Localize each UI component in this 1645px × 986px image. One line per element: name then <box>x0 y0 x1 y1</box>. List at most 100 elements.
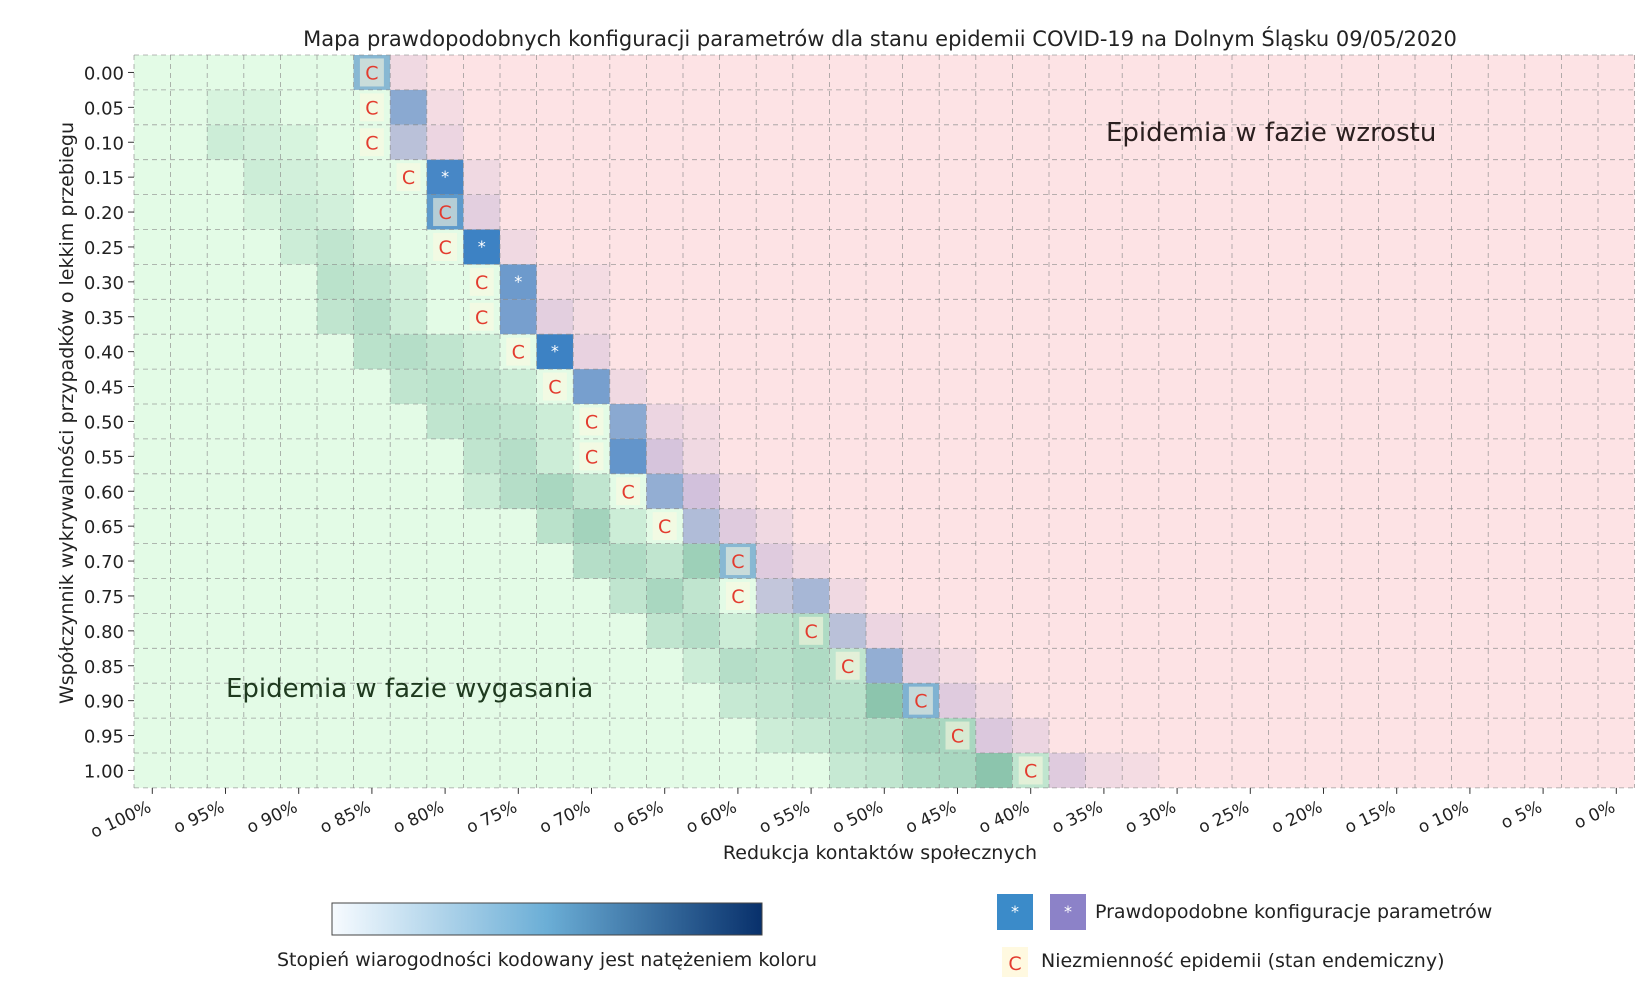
likelihood-cell <box>390 334 427 370</box>
y-tick-label: 0.25 <box>84 238 124 259</box>
legend-swatch-probable-purple <box>1050 894 1086 930</box>
y-tick-label: 0.85 <box>84 657 124 678</box>
likelihood-cell <box>207 89 244 125</box>
likelihood-cell <box>317 159 354 195</box>
likelihood-cell <box>609 543 647 579</box>
likelihood-cell <box>902 648 940 684</box>
likelihood-cell <box>463 194 500 230</box>
likelihood-cell <box>317 229 354 265</box>
x-tick-label: o 15% <box>1342 797 1399 838</box>
likelihood-cell <box>243 124 281 160</box>
likelihood-cell <box>902 613 940 649</box>
y-tick-label: 0.00 <box>84 63 124 84</box>
likelihood-cell <box>609 369 647 404</box>
likelihood-cell <box>683 648 720 684</box>
endemic-marker: C <box>731 551 744 573</box>
endemic-marker: C <box>914 691 927 713</box>
likelihood-cell <box>683 543 720 579</box>
likelihood-cell <box>792 578 830 614</box>
likelihood-cell <box>426 124 464 160</box>
y-tick-label: 0.50 <box>84 412 124 433</box>
endemic-marker-bg <box>433 232 458 261</box>
likelihood-cell <box>829 578 866 614</box>
growing-region <box>939 683 1635 719</box>
likelihood-cell <box>500 299 537 335</box>
likelihood-cell <box>500 229 537 265</box>
x-tick-label: o 40% <box>976 797 1033 838</box>
legend-star-icon: * <box>1064 902 1072 921</box>
endemic-marker: C <box>1024 760 1037 782</box>
endemic-marker-bg <box>359 128 384 157</box>
likelihood-cell <box>939 753 976 788</box>
probable-marker: * <box>441 167 449 186</box>
likelihood-cell <box>646 578 683 614</box>
endemic-marker: C <box>365 97 378 119</box>
likelihood-cell <box>792 718 830 753</box>
likelihood-cell <box>719 508 757 544</box>
y-tick-label: 0.20 <box>84 203 124 224</box>
endemic-marker: C <box>841 656 854 678</box>
colorbar-label: Stopień wiarogodności kodowany jest natę… <box>277 949 817 971</box>
likelihood-cell <box>866 683 903 719</box>
x-tick-label: o 45% <box>903 797 960 838</box>
likelihood-cell <box>866 613 903 649</box>
likelihood-cell <box>426 404 464 439</box>
likelihood-cell <box>573 473 610 509</box>
endemic-marker: C <box>438 237 451 259</box>
likelihood-cell <box>353 264 391 300</box>
y-tick-label: 0.35 <box>84 308 124 329</box>
y-tick-label: 0.95 <box>84 727 124 748</box>
endemic-marker-bg <box>1018 756 1043 785</box>
endemic-marker: C <box>585 411 598 433</box>
endemic-marker-bg <box>652 512 677 541</box>
likelihood-cell <box>756 613 793 649</box>
likelihood-cell <box>573 334 610 370</box>
likelihood-cell <box>573 543 610 579</box>
likelihood-cell <box>683 473 720 509</box>
growing-region <box>646 473 1635 509</box>
x-tick-label: o 65% <box>610 797 667 838</box>
endemic-marker-bg <box>799 616 824 645</box>
likelihood-cell <box>646 543 683 579</box>
likelihood-cell <box>975 683 1013 719</box>
endemic-marker: C <box>475 272 488 294</box>
endemic-marker-bg <box>542 372 567 401</box>
likelihood-cell <box>573 264 610 300</box>
likelihood-cell <box>390 55 427 90</box>
likelihood-cell <box>536 404 574 439</box>
likelihood-cell <box>609 578 647 614</box>
x-tick-label: o 55% <box>756 797 813 838</box>
likelihood-cell <box>390 369 427 404</box>
growing-region <box>866 648 1635 684</box>
likelihood-cell <box>1012 718 1049 753</box>
likelihood-cell <box>646 613 683 649</box>
likelihood-cell <box>866 718 903 753</box>
likelihood-cell <box>902 753 940 788</box>
legend-endemic-icon: C <box>1008 953 1021 975</box>
likelihood-cell <box>756 683 793 719</box>
likelihood-cell <box>792 683 830 719</box>
endemic-marker: C <box>402 167 415 189</box>
x-axis-label: Redukcja kontaktów społecznych <box>723 842 1037 864</box>
likelihood-cell <box>939 683 976 719</box>
likelihood-cell <box>866 648 903 684</box>
likelihood-cell <box>500 438 537 474</box>
endemic-marker: C <box>548 377 561 399</box>
likelihood-cell <box>243 89 281 125</box>
likelihood-cell <box>646 404 683 439</box>
endemic-marker-bg <box>359 93 384 122</box>
likelihood-cell <box>280 124 317 160</box>
chart-title: Mapa prawdopodobnych konfiguracji parame… <box>303 26 1457 51</box>
endemic-marker: C <box>658 516 671 538</box>
y-tick-label: 0.60 <box>84 482 124 503</box>
x-tick-label: o 35% <box>1049 797 1106 838</box>
likelihood-cell <box>353 299 391 335</box>
endemic-marker-bg <box>835 651 860 680</box>
likelihood-cell <box>536 438 574 474</box>
likelihood-cell <box>536 264 574 300</box>
likelihood-cell <box>536 508 574 544</box>
likelihood-cell <box>500 369 537 404</box>
endemic-marker: C <box>365 132 378 154</box>
likelihood-cell <box>646 473 683 509</box>
